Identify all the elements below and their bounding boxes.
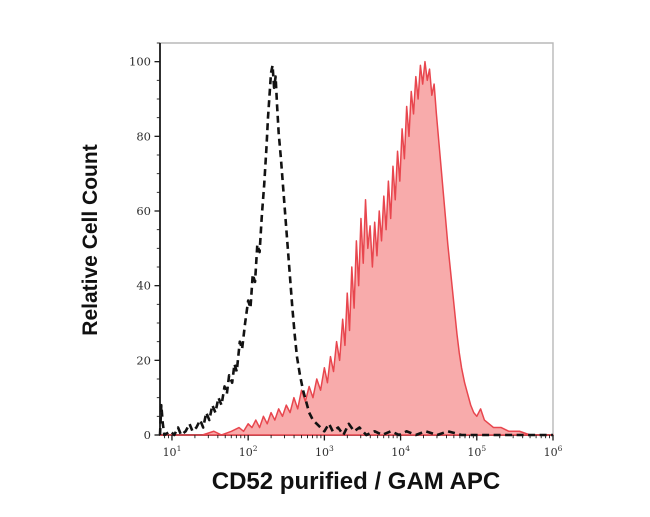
x-tick-label: 105 [467,444,486,459]
x-tick-label: 102 [239,444,258,459]
frame-top-right-spine [160,42,554,435]
histogram-series [158,60,554,437]
x-tick-label: 103 [315,444,334,459]
y-tick-label: 40 [136,279,151,293]
y-tick-label: 20 [136,353,151,367]
stained-sample-histogram [159,60,554,436]
x-tick-label: 104 [391,444,410,459]
x-axis-label: CD52 purified / GAM APC [212,468,500,495]
x-tick-label: 101 [163,444,182,459]
axis-ticks: 101 102 103 104 105 106 0 20 40 60 80 100 [129,42,563,459]
y-tick-label: 0 [144,428,151,442]
y-tick-label: 80 [136,129,151,143]
y-tick-label: 60 [136,204,151,218]
unstained-control-histogram [158,64,553,437]
y-tick-label: 100 [129,55,151,69]
x-tick-label: 106 [544,444,563,459]
y-axis-label: Relative Cell Count [79,144,102,335]
